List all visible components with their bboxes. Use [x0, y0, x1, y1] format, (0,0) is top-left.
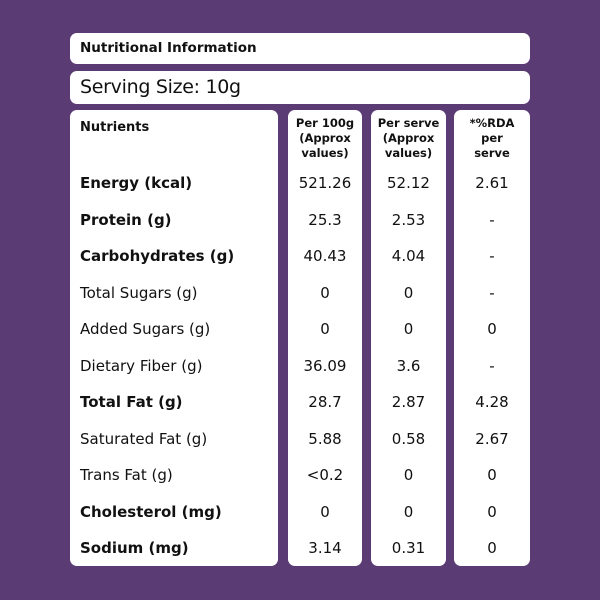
- per-serve-value: 0: [403, 502, 414, 521]
- per-serve-value: 2.87: [391, 393, 426, 411]
- per100-value: 5.88: [308, 429, 342, 448]
- per-serve-value: 0.58: [391, 429, 426, 448]
- nutrient-name: Total Fat (g): [80, 393, 183, 411]
- nutrients-column-panel: [70, 110, 278, 566]
- rda-value: 2.67: [475, 429, 509, 448]
- per100-value: 36.09: [303, 356, 347, 375]
- header-per100-line: Per 100g: [295, 116, 355, 130]
- per100-value: 0: [320, 320, 330, 338]
- table-row: Total Fat (g) 28.7 2.87 4.28: [0, 384, 600, 421]
- nutrient-name: Cholesterol (mg): [80, 502, 222, 521]
- header-per-serve-line: (Approx: [382, 131, 435, 145]
- nutrient-rows: Energy (kcal) 521.26 52.12 2.61 Protein (g) 2…: [0, 165, 600, 567]
- header-per-serve: Per serve (Approx values): [371, 116, 446, 161]
- rda-value: 0: [487, 466, 497, 484]
- rda-column-panel: [454, 110, 530, 566]
- per100-value: 25.3: [308, 210, 342, 229]
- per-serve-value: 0.31: [391, 539, 426, 557]
- header-nutrients: Nutrients: [80, 120, 150, 135]
- title-box: Nutritional Information: [70, 33, 530, 64]
- per100-value: 0: [320, 283, 330, 302]
- rda-value: -: [489, 356, 495, 375]
- rda-value: 0: [487, 539, 497, 557]
- header-per100-line: (Approx: [299, 131, 351, 145]
- per-serve-value: 52.12: [387, 174, 430, 192]
- table-row: Dietary Fiber (g) 36.09 3.6 -: [0, 348, 600, 385]
- nutrient-name: Dietary Fiber (g): [80, 356, 203, 375]
- serving-size-text: Serving Size: 10g: [80, 76, 241, 98]
- nutrition-title: Nutritional Information: [80, 40, 257, 56]
- header-per100-line: values): [301, 146, 349, 160]
- nutrient-name: Total Sugars (g): [80, 283, 198, 302]
- per100-value: 40.43: [303, 247, 347, 265]
- per-serve-value: 3.6: [396, 356, 421, 375]
- header-rda-line: *%RDA: [469, 116, 515, 130]
- rda-value: -: [489, 247, 495, 265]
- nutrient-name: Sodium (mg): [80, 539, 189, 557]
- table-row: Carbohydrates (g) 40.43 4.04 -: [0, 238, 600, 275]
- per-serve-value: 0: [403, 283, 414, 302]
- per-serve-value: 0: [403, 466, 414, 484]
- table-row: Energy (kcal) 521.26 52.12 2.61: [0, 165, 600, 202]
- nutrient-name: Energy (kcal): [80, 174, 193, 192]
- table-row: Added Sugars (g) 0 0 0: [0, 311, 600, 348]
- rda-value: 2.61: [475, 174, 509, 192]
- table-row: Trans Fat (g) <0.2 0 0: [0, 457, 600, 494]
- table-row: Protein (g) 25.3 2.53 -: [0, 202, 600, 239]
- per-serve-value: 4.04: [391, 247, 426, 265]
- nutrient-name: Trans Fat (g): [80, 466, 173, 484]
- nutrient-name: Added Sugars (g): [80, 320, 211, 338]
- serving-size-box: Serving Size: 10g: [70, 71, 530, 104]
- rda-value: 4.28: [475, 393, 509, 411]
- rda-value: -: [489, 283, 495, 302]
- nutrient-name: Carbohydrates (g): [80, 247, 235, 265]
- header-per-serve-line: values): [384, 146, 433, 160]
- per-serve-column-panel: [371, 110, 446, 566]
- header-per-serve-line: Per serve: [377, 116, 440, 130]
- per100-value: 0: [320, 502, 330, 521]
- rda-value: -: [489, 210, 495, 229]
- per100-value: <0.2: [306, 466, 344, 484]
- per100-column-panel: [288, 110, 362, 566]
- per-serve-value: 2.53: [391, 210, 426, 229]
- per100-value: 3.14: [308, 539, 342, 557]
- nutrient-name: Protein (g): [80, 210, 172, 229]
- per100-value: 28.7: [308, 393, 342, 411]
- rda-value: 0: [487, 502, 497, 521]
- nutrient-name: Saturated Fat (g): [80, 429, 208, 448]
- header-rda-line: per: [481, 131, 503, 145]
- rda-value: 0: [487, 320, 497, 338]
- header-rda-line: serve: [474, 146, 510, 160]
- header-rda: *%RDA per serve: [454, 116, 530, 161]
- table-row: Total Sugars (g) 0 0 -: [0, 275, 600, 312]
- table-row: Sodium (mg) 3.14 0.31 0: [0, 530, 600, 567]
- header-per100: Per 100g (Approx values): [288, 116, 362, 161]
- per-serve-value: 0: [403, 320, 414, 338]
- per100-value: 521.26: [298, 174, 352, 192]
- table-row: Saturated Fat (g) 5.88 0.58 2.67: [0, 421, 600, 458]
- table-row: Cholesterol (mg) 0 0 0: [0, 494, 600, 531]
